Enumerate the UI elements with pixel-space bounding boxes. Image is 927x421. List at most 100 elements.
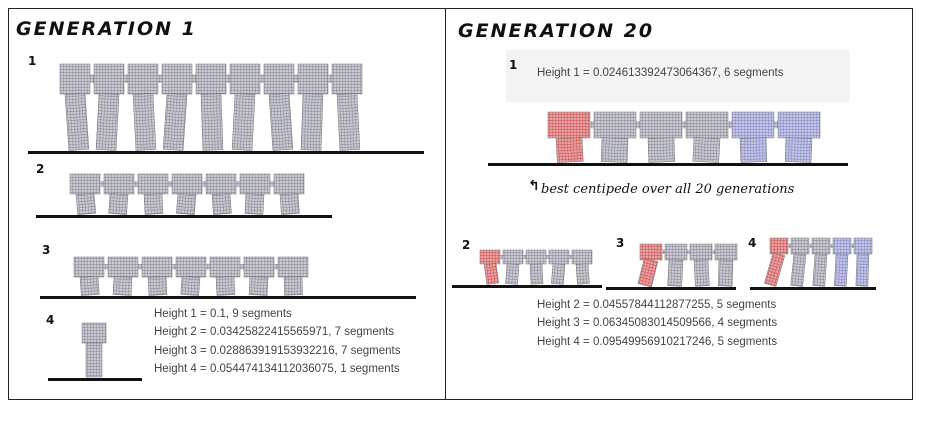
gen20-c2-leg [529,263,544,285]
gen1-c2-joint [168,181,172,187]
gen1-c1-leg [336,93,361,151]
gen20-c1-ground [488,163,848,166]
gen1-c3-leg [112,276,133,296]
gen20-c4-leg [834,253,849,287]
gen1-c3-leg [248,276,269,296]
gen20-c1-leg [555,137,584,163]
gen20-c1-joint [682,121,686,129]
gen20-c3-leg [667,259,684,287]
gen20-c2-joint [569,254,572,259]
left-height-2: Height 2 = 0.03425822415565971, 7 segmen… [154,326,395,338]
gen1-c1-joint [294,74,298,83]
right-label-3: 3 [616,236,625,250]
gen1-c1-leg [300,93,324,151]
gen20-c4-joint [788,243,791,249]
gen1-c1-leg [268,93,294,151]
gen1-c1-leg [132,93,157,151]
gen1-c2-leg [108,193,129,215]
gen1-c1-joint [328,74,332,83]
gen1-c2-leg [75,192,96,215]
gen20-c1-segment [685,111,729,139]
gen20-c3-joint [662,249,665,255]
generation-20-panel [445,8,913,400]
gen1-c3-joint [240,264,244,270]
left-height-4: Height 4 = 0.054474134112036075, 1 segme… [154,363,400,375]
gen20-c2-joint [523,254,526,259]
gen1-c1-leg [64,93,90,151]
gen1-c3-joint [104,264,108,270]
left-label-1: 1 [28,54,37,68]
left-height-3: Height 3 = 0.028863919153932216, 7 segme… [154,345,401,357]
right-label-4: 4 [748,236,757,250]
gen20-c1-segment [777,111,821,139]
best-centipede-arrow-icon: ↰ [528,178,540,194]
gen20-c1-joint [590,121,594,129]
gen20-c4-joint [851,243,854,249]
gen20-c3-leg [717,259,734,287]
gen1-c1-segment [127,63,159,95]
gen1-c1-segment [297,63,329,95]
gen20-c1-leg [739,137,768,163]
gen1-c2-joint [134,181,138,187]
gen20-c1-leg [784,137,813,163]
gen20-c1-leg [600,137,629,163]
gen1-c1-joint [226,74,230,83]
gen20-c3-joint [712,249,715,255]
gen20-c4-leg [790,253,807,287]
gen20-c2-leg [575,263,590,285]
gen1-c1-joint [158,74,162,83]
gen20-c4-leg [855,253,870,287]
gen20-c2-ground [452,285,602,288]
generation-20-title: GENERATION 20 [458,20,655,42]
gen1-c1-segment [59,63,91,95]
gen20-c3-leg [693,259,710,287]
left-label-2: 2 [36,162,45,176]
gen1-c3-leg [283,276,303,296]
gen20-c4-joint [830,243,833,249]
right-label-2: 2 [462,238,471,252]
left-label-4: 4 [46,313,55,327]
gen1-c2-ground [36,215,332,218]
gen20-c2-joint [500,254,503,259]
right-height-1: Height 1 = 0.024613392473064367, 6 segme… [537,67,784,79]
gen1-c3-ground [40,296,416,299]
right-label-1: 1 [509,58,518,72]
gen1-c1-leg [231,93,256,151]
gen1-c3-joint [172,264,176,270]
gen20-c1-leg [692,137,721,163]
gen1-c3-leg [215,276,236,296]
gen20-c1-segment [593,111,637,139]
gen1-c2-joint [270,181,274,187]
gen1-c1-joint [260,74,264,83]
right-height-2: Height 2 = 0.04557844112877255, 5 segmen… [537,299,777,311]
gen20-c4-joint [809,243,812,249]
gen1-c1-segment [161,63,193,95]
gen1-c2-joint [100,181,104,187]
gen1-c4-ground [48,378,142,381]
gen1-c2-leg [176,192,197,215]
gen1-c3-leg [79,276,100,296]
gen1-c1-joint [90,74,94,83]
gen1-c2-leg [143,193,164,215]
gen1-c4-leg [85,342,103,378]
height-1-plot-background [506,50,850,102]
gen1-c1-segment [229,63,261,95]
gen1-c3-leg [180,276,201,296]
gen1-c2-leg [279,193,300,215]
gen1-c1-segment [195,63,227,95]
gen1-c1-segment [331,63,363,95]
gen20-c1-joint [728,121,732,129]
gen20-c3-joint [687,249,690,255]
gen20-c4-leg [764,252,786,287]
gen20-c2-leg [551,263,566,285]
gen1-c3-joint [138,264,142,270]
gen1-c1-leg [95,93,120,151]
gen1-c3-leg [147,276,168,296]
gen20-c1-joint [774,121,778,129]
gen1-c2-joint [236,181,240,187]
gen20-c1-segment [731,111,775,139]
gen20-c2-leg [483,262,500,285]
gen20-c1-segment [639,111,683,139]
right-height-3: Height 3 = 0.06345083014509566, 4 segmen… [537,317,778,329]
